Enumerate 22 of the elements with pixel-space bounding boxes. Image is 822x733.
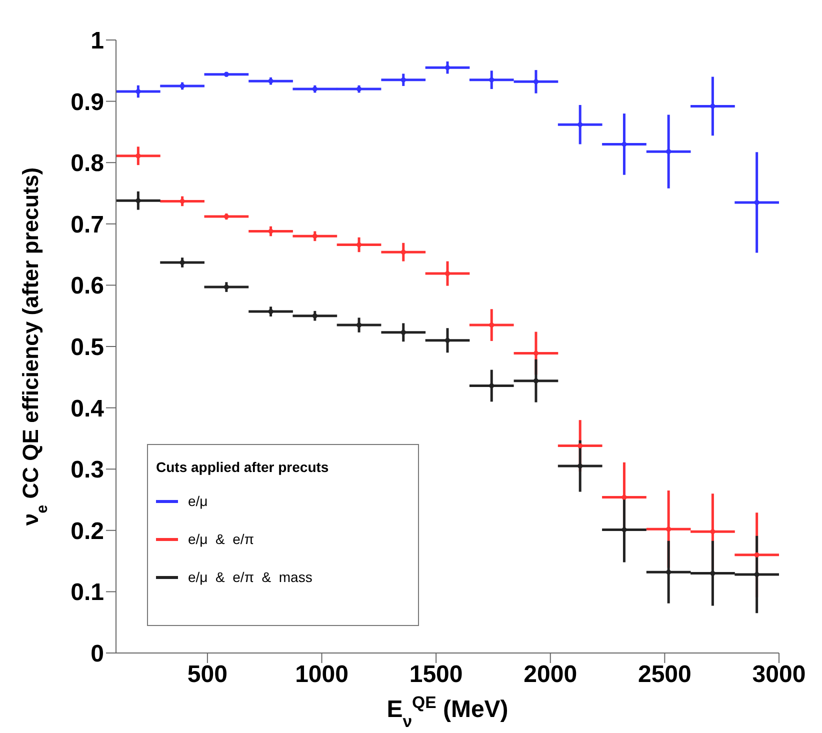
legend-label: e/μ & e/π & mass <box>188 569 312 585</box>
y-tick-label: 0.2 <box>70 518 104 545</box>
y-tick-label: 0.7 <box>70 211 104 238</box>
x-tick-label: 1000 <box>295 661 348 688</box>
legend-title: Cuts applied after precuts <box>156 459 329 475</box>
y-tick-label: 1 <box>90 28 104 55</box>
y-tick-label: 0.8 <box>70 150 104 178</box>
y-tick-label: 0.4 <box>70 395 105 422</box>
y-tick-label: 0.5 <box>70 334 104 362</box>
x-tick-label: 3000 <box>752 661 806 688</box>
legend-label: e/μ <box>188 493 208 509</box>
x-tick-label: 1500 <box>409 661 463 688</box>
y-tick-label: 0.3 <box>70 456 104 484</box>
x-axis-title: E$_{ν}$$^{QE}$ (MeV) <box>386 692 508 730</box>
x-tick-label: 2500 <box>638 661 692 688</box>
x-tick-label: 500 <box>187 661 228 688</box>
y-tick-label: 0 <box>90 640 104 668</box>
y-tick-label: 0.1 <box>70 579 104 606</box>
y-tick-label: 0.9 <box>70 88 104 116</box>
y-tick-label: 0.6 <box>70 272 104 300</box>
x-tick-label: 2000 <box>524 661 578 688</box>
legend-label: e/μ & e/π <box>188 531 254 547</box>
